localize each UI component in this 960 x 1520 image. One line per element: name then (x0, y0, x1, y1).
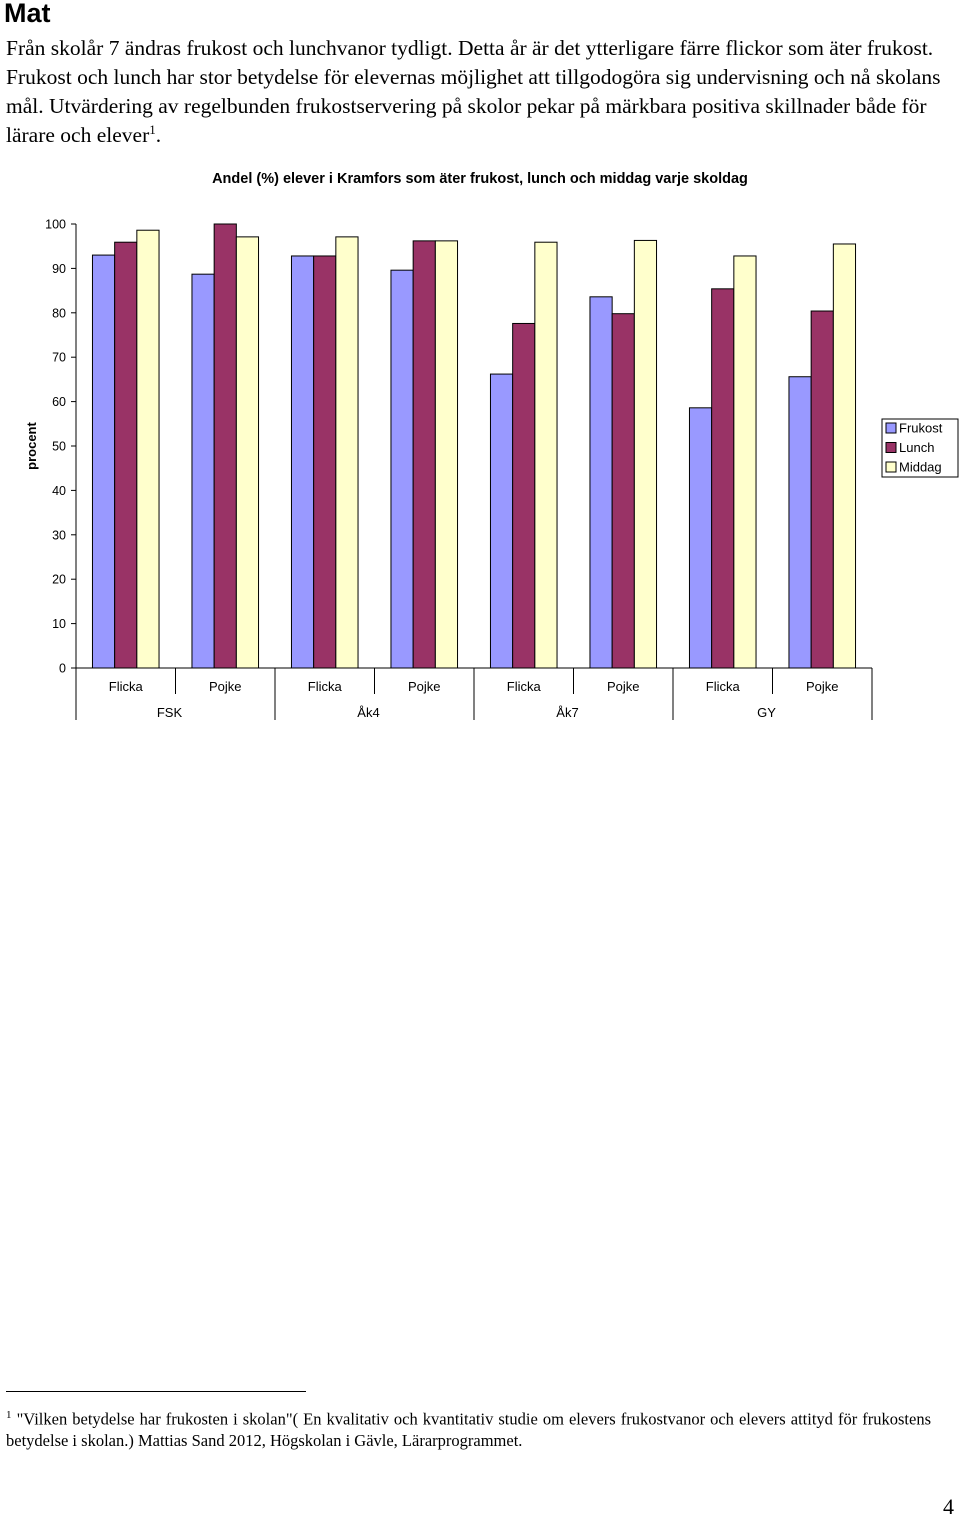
bar-middag (733, 255, 757, 669)
bar-middag (434, 240, 459, 669)
bar-lunch (711, 288, 735, 669)
chart-title: Andel (%) elever i Kramfors som äter fru… (212, 171, 748, 187)
x-category-label: Flicka (308, 679, 343, 694)
y-tick-label: 50 (52, 440, 66, 454)
bar-middag (235, 236, 260, 669)
x-category-label: Pojke (209, 679, 242, 694)
intro-end: . (155, 123, 162, 147)
x-group-label: FSK (157, 705, 183, 720)
bar-frukost (589, 296, 613, 669)
y-tick-label: 90 (52, 262, 66, 276)
legend-swatch-lunch (885, 442, 897, 453)
y-tick-label: 70 (52, 351, 66, 365)
legend-label-lunch: Lunch (899, 440, 934, 455)
bar-lunch (512, 322, 536, 669)
x-category-label: Flicka (507, 679, 542, 694)
footnote-reference: 1 (149, 121, 156, 137)
y-tick-label: 80 (52, 306, 66, 320)
intro-paragraph: Från skolår 7 ändras frukost och lunchva… (6, 34, 951, 150)
legend-label-middag: Middag (899, 460, 942, 475)
bar-middag (136, 229, 160, 669)
y-tick-label: 20 (52, 573, 66, 587)
bar-lunch (213, 223, 237, 669)
bar-lunch (114, 241, 138, 669)
x-group-label: Åk7 (556, 705, 578, 720)
x-category-label: Pojke (408, 679, 441, 694)
bar-frukost (191, 273, 215, 669)
y-tick-label: 40 (52, 484, 66, 498)
section-heading: Mat (4, 0, 51, 28)
bar-middag (335, 236, 359, 669)
legend-label-frukost: Frukost (899, 421, 943, 436)
y-tick-label: 100 (45, 218, 66, 232)
bar-frukost (290, 255, 315, 669)
footnote: 1 "Vilken betydelse har frukosten i skol… (6, 1405, 931, 1451)
bar-frukost (390, 269, 414, 669)
footnote-divider (6, 1391, 306, 1392)
x-group-label: Åk4 (357, 705, 379, 720)
legend-swatch-frukost (885, 422, 897, 434)
legend-swatch-middag (885, 461, 897, 473)
y-axis-label: procent (24, 421, 39, 469)
bar-frukost (91, 254, 116, 669)
bar-lunch (611, 313, 635, 669)
y-tick-label: 60 (52, 395, 66, 409)
y-tick-label: 10 (52, 617, 66, 631)
bar-middag (633, 239, 658, 669)
bar-lunch (412, 240, 436, 669)
bar-middag (832, 243, 857, 669)
x-category-label: Flicka (109, 679, 144, 694)
x-category-label: Flicka (706, 679, 741, 694)
bar-lunch (313, 255, 337, 669)
footnote-text: "Vilken betydelse har frukosten i skolan… (6, 1409, 932, 1450)
bar-frukost (788, 376, 812, 669)
footnote-number: 1 (6, 1409, 12, 1421)
bar-lunch (810, 310, 834, 669)
intro-text: Från skolår 7 ändras frukost och lunchva… (6, 36, 941, 147)
x-group-label: GY (757, 705, 776, 720)
y-tick-label: 30 (52, 528, 66, 542)
x-category-label: Pojke (607, 679, 640, 694)
meal-habits-bar-chart: Andel (%) elever i Kramfors som äter fru… (24, 171, 959, 720)
bar-middag (534, 241, 558, 669)
bar-frukost (688, 407, 713, 669)
x-category-label: Pojke (806, 679, 839, 694)
page-number: 4 (943, 1494, 954, 1519)
bar-frukost (489, 373, 514, 669)
y-tick-label: 0 (59, 662, 66, 676)
